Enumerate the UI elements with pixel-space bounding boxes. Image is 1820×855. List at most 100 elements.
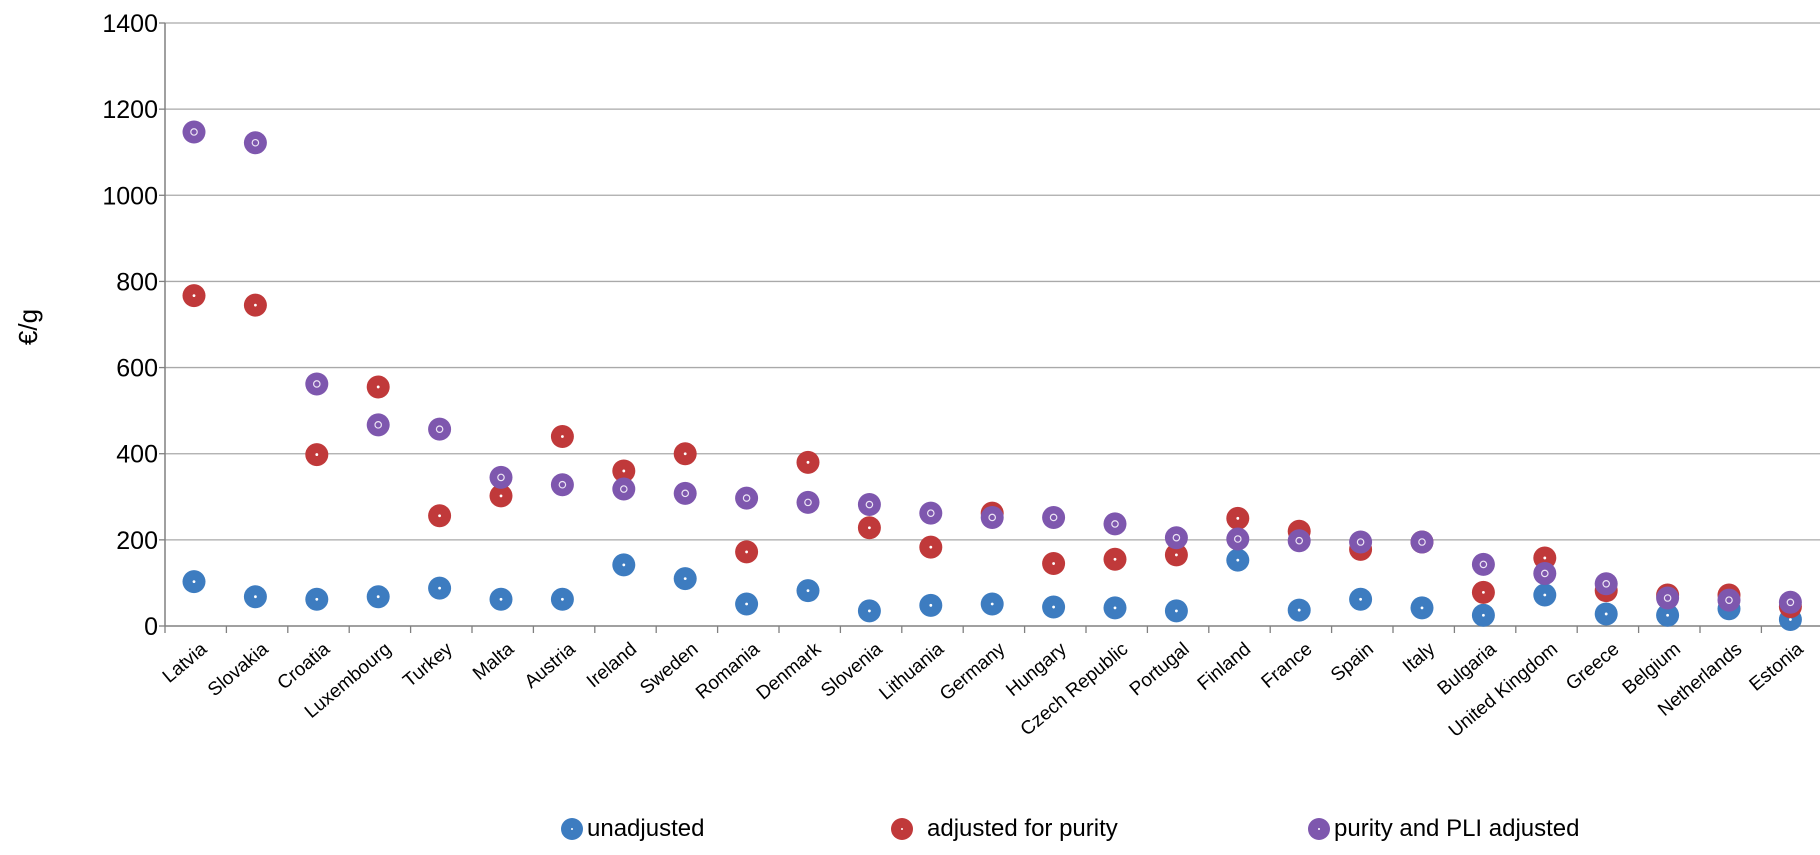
- data-point-center: [192, 580, 196, 584]
- x-tick-label: Spain: [1327, 639, 1378, 686]
- data-point-marker: [1226, 527, 1250, 551]
- data-point-marker: [673, 481, 697, 505]
- data-point-purity-and-pli-adjusted: [1717, 588, 1741, 612]
- data-point-center: [438, 514, 441, 518]
- x-tick-label: United Kingdom: [1445, 639, 1562, 742]
- data-point-unadjusted: [612, 553, 636, 577]
- data-point-adjusted-for-purity: [735, 540, 759, 564]
- legend-item-unadjusted: unadjusted: [561, 815, 704, 843]
- data-point-marker: [428, 417, 452, 441]
- data-point-adjusted-for-purity: [428, 504, 452, 528]
- data-point-center: [929, 603, 933, 607]
- data-point-center: [988, 513, 997, 522]
- data-point-unadjusted: [1287, 598, 1311, 622]
- data-point-marker: [305, 372, 329, 396]
- data-point-marker: [1042, 505, 1066, 529]
- data-point-adjusted-for-purity: [550, 424, 574, 448]
- x-tick-label: Ireland: [583, 639, 641, 692]
- data-point-center: [804, 498, 812, 507]
- data-point-purity-and-pli-adjusted: [550, 473, 574, 497]
- data-point-center: [990, 602, 994, 606]
- data-point-center: [1359, 597, 1362, 601]
- data-point-unadjusted: [1103, 596, 1127, 620]
- data-point-unadjusted: [243, 585, 267, 609]
- data-point-marker: [1164, 526, 1188, 550]
- data-point-center: [1543, 593, 1547, 597]
- data-point-center: [1052, 562, 1055, 565]
- data-point-marker: [1410, 530, 1434, 554]
- data-point-center: [1663, 594, 1672, 602]
- data-point-purity-and-pli-adjusted: [305, 372, 329, 396]
- data-point-unadjusted: [1471, 603, 1495, 627]
- y-axis-title: €/g: [13, 309, 43, 345]
- data-point-marker: [366, 413, 390, 437]
- data-point-center: [315, 597, 319, 601]
- data-point-unadjusted: [1533, 583, 1557, 607]
- data-point-purity-and-pli-adjusted: [182, 120, 206, 144]
- data-point-center: [561, 435, 564, 438]
- data-point-adjusted-for-purity: [857, 516, 881, 540]
- data-point-purity-and-pli-adjusted: [735, 486, 759, 510]
- data-point-marker: [1656, 586, 1680, 610]
- data-point-unadjusted: [489, 587, 513, 611]
- data-point-purity-and-pli-adjusted: [1287, 529, 1311, 553]
- x-tick-label: Finland: [1194, 639, 1255, 695]
- x-tick-label: Austria: [521, 638, 580, 692]
- data-point-marker: [1594, 572, 1618, 596]
- data-point-adjusted-for-purity: [919, 535, 943, 559]
- legend-item-adjusted-for-purity: adjusted for purity: [891, 815, 1118, 843]
- data-point-center: [1482, 613, 1485, 617]
- data-point-unadjusted: [919, 593, 943, 617]
- data-point-center: [558, 480, 567, 489]
- data-point-center: [254, 595, 257, 599]
- data-point-center: [561, 597, 564, 601]
- data-point-purity-and-pli-adjusted: [796, 490, 820, 514]
- data-points: [182, 120, 1802, 632]
- data-point-unadjusted: [182, 570, 206, 594]
- data-point-purity-and-pli-adjusted: [612, 477, 636, 501]
- data-point-center: [1236, 558, 1240, 562]
- data-point-adjusted-for-purity: [1042, 552, 1066, 576]
- y-tick-labels: 0 200 400 600 800 1000 1200 1400: [102, 10, 158, 641]
- data-point-center: [1175, 553, 1178, 557]
- data-point-center: [1052, 605, 1055, 609]
- data-point-purity-and-pli-adjusted: [1349, 530, 1373, 554]
- data-point-purity-and-pli-adjusted: [1164, 526, 1188, 550]
- data-point-center: [376, 385, 380, 389]
- data-point-center: [192, 294, 196, 298]
- data-point-adjusted-for-purity: [366, 375, 390, 399]
- data-point-purity-and-pli-adjusted: [1533, 561, 1557, 585]
- data-point-unadjusted: [1042, 595, 1066, 619]
- x-tick-label: Estonia: [1746, 638, 1808, 695]
- y-tick-label: 600: [116, 355, 158, 383]
- data-point-center: [806, 460, 810, 464]
- data-point-marker: [182, 120, 206, 144]
- data-point-center: [438, 586, 441, 590]
- data-point-adjusted-for-purity: [489, 484, 513, 508]
- data-point-center: [1420, 606, 1424, 610]
- data-point-center: [1418, 538, 1426, 546]
- data-point-center: [1789, 618, 1792, 621]
- data-point-center: [1049, 513, 1058, 522]
- data-point-center: [1786, 598, 1795, 607]
- data-point-adjusted-for-purity: [796, 450, 820, 474]
- data-point-center: [1479, 560, 1488, 569]
- data-point-center: [745, 602, 748, 606]
- data-point-center: [254, 303, 257, 307]
- x-tick-label: Romania: [692, 638, 764, 703]
- data-point-center: [1175, 609, 1178, 613]
- y-tick-label: 200: [116, 527, 158, 555]
- legend-marker-unadjusted: [561, 818, 583, 840]
- data-point-purity-and-pli-adjusted: [1594, 572, 1618, 596]
- data-point-center: [1295, 536, 1304, 545]
- data-point-marker: [1349, 530, 1373, 554]
- data-point-unadjusted: [980, 592, 1004, 616]
- data-point-purity-and-pli-adjusted: [1471, 552, 1495, 576]
- legend-label-adjusted-for-purity: adjusted for purity: [927, 815, 1118, 842]
- data-point-marker: [1717, 588, 1741, 612]
- data-point-center: [1172, 533, 1181, 542]
- data-point-unadjusted: [735, 592, 759, 616]
- legend: unadjusted adjusted for purity purity an…: [0, 815, 1820, 855]
